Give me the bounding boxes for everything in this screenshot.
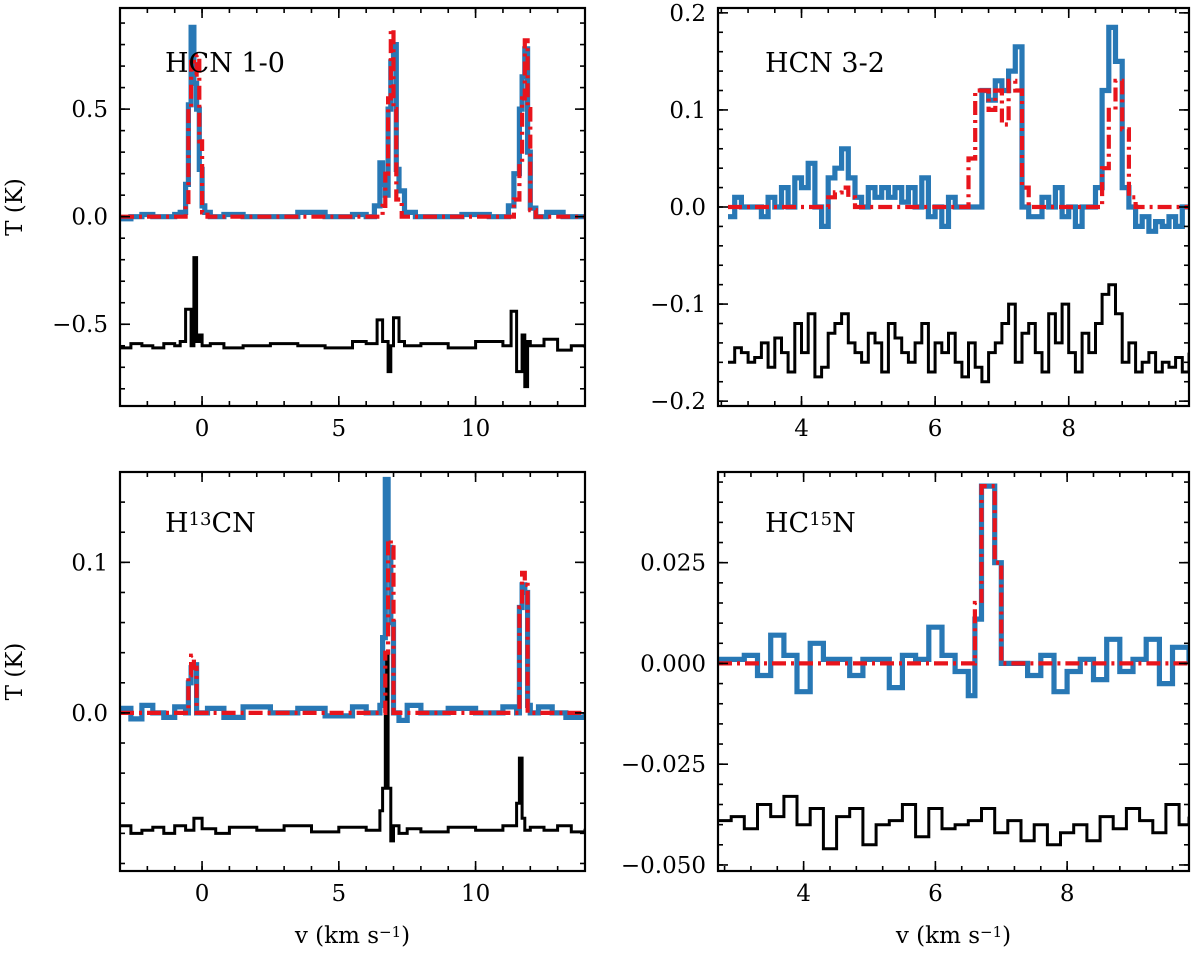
plot-area	[728, 24, 1189, 384]
x-tick-label: 5	[332, 416, 347, 442]
residual-spectrum-line	[718, 794, 1189, 851]
y-tick-label: 0.0	[71, 205, 108, 231]
panel-1: 0 5 10 −0.5 0.0 0.5 HCN 1-0 T (K)	[2, 6, 587, 442]
observed-spectrum-line	[718, 483, 1189, 699]
y-axis-label: T (K)	[2, 643, 28, 701]
observed-spectrum-line	[120, 24, 585, 222]
y-tick-label: 0.000	[640, 651, 706, 677]
y-tick-label: −0.2	[650, 389, 706, 415]
x-tick-label: 6	[928, 416, 943, 442]
x-tick-label: 10	[461, 416, 490, 442]
x-tick-label: 8	[1061, 416, 1076, 442]
y-tick-label: 0.0	[669, 195, 706, 221]
observed-spectrum-line	[120, 476, 585, 723]
y-tick-label: 0.2	[669, 1, 706, 27]
plot-area	[120, 476, 585, 843]
axes-frame	[118, 6, 587, 408]
x-tick-label: 6	[928, 881, 943, 907]
plot-area	[120, 24, 585, 389]
y-tick-label: 0.1	[71, 550, 108, 576]
model-spectrum-line	[718, 484, 1189, 666]
axes-frame	[118, 470, 587, 873]
x-tick-label: 0	[195, 881, 210, 907]
residual-spectrum-line	[728, 283, 1189, 384]
y-axis-label: T (K)	[2, 178, 28, 236]
axes-frame	[716, 470, 1191, 873]
model-spectrum-line	[728, 78, 1189, 210]
x-tick-label: 10	[461, 881, 490, 907]
x-tick-label: 0	[195, 416, 210, 442]
y-tick-label: 0.5	[71, 97, 108, 123]
y-tick-label: 0.0	[71, 701, 108, 727]
panel-3: 0 5 10 0.0 0.1 H13CN T (K) v (km s−1)	[2, 470, 587, 949]
x-tick-label: 4	[794, 416, 809, 442]
x-tick-label: 5	[332, 881, 347, 907]
panel-title: HCN 3-2	[765, 48, 885, 79]
model-spectrum-line	[120, 537, 585, 715]
residual-spectrum-line	[120, 256, 585, 389]
panel-title: H13CN	[165, 508, 256, 539]
y-tick-label: −0.1	[650, 292, 706, 318]
panel-title: HCN 1-0	[165, 48, 285, 79]
model-spectrum-line	[120, 27, 585, 219]
y-tick-label: 0.1	[669, 98, 706, 124]
y-tick-label: −0.025	[621, 752, 706, 778]
y-tick-label: −0.050	[621, 853, 706, 879]
x-tick-label: 8	[1060, 881, 1075, 907]
x-tick-label: 4	[796, 881, 811, 907]
y-tick-label: 0.025	[640, 551, 706, 577]
panel-4: 4 6 8 −0.050 −0.025 0.000 0.025 HC15N v (km s−1)	[621, 470, 1191, 949]
x-axis-label: v (km s−1)	[294, 923, 410, 949]
y-tick-label: −0.5	[52, 312, 108, 338]
panel-title: HC15N	[765, 508, 856, 539]
observed-spectrum-line	[728, 24, 1189, 234]
x-axis-label: v (km s−1)	[895, 923, 1011, 949]
plot-area	[718, 483, 1189, 851]
panel-2: 4 6 8 −0.2 −0.1 0.0 0.1 0.2 HCN 3-2	[650, 1, 1191, 442]
